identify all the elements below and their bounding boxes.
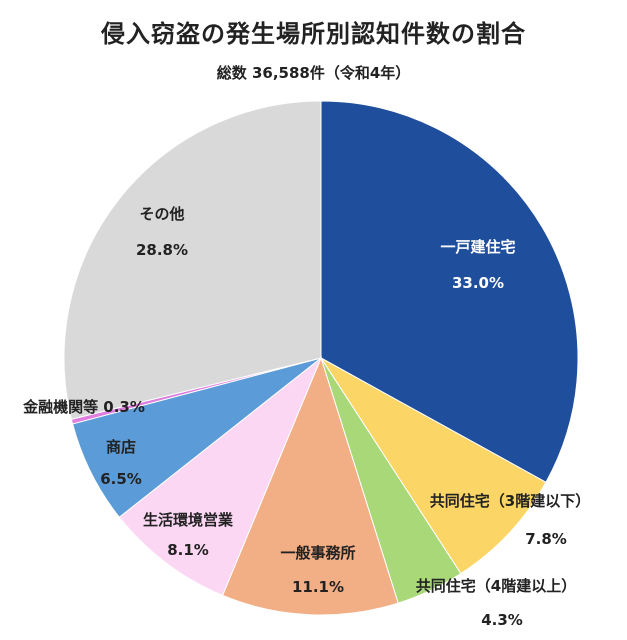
- pie-slice: [118, 356, 323, 597]
- slice-percent-label: 6.5%: [100, 470, 142, 488]
- slice-label: 商店: [106, 438, 136, 456]
- slice-label: 金融機関等 0.3%: [22, 398, 145, 416]
- slice-label: 一般事務所: [280, 544, 355, 562]
- slice-percent-label: 11.1%: [292, 578, 344, 596]
- slice-label: 共同住宅（3階建以下）: [430, 492, 590, 510]
- slice-label: 生活環境営業: [143, 511, 234, 529]
- pie-slice: [221, 356, 399, 616]
- pie-slice: [320, 100, 579, 483]
- slice-percent-label: 33.0%: [452, 274, 504, 292]
- slice-percent-label: 8.1%: [167, 541, 209, 559]
- slice-percent-label: 4.3%: [481, 611, 523, 629]
- slice-percent-label: 28.8%: [136, 241, 188, 259]
- chart-title: 侵入窃盗の発生場所別認知件数の割合: [101, 20, 526, 48]
- chart-subtitle: 総数 36,588件（令和4年）: [216, 64, 411, 82]
- slice-label: 共同住宅（4階建以上）: [416, 577, 576, 595]
- slice-label: 一戸建住宅: [440, 238, 515, 256]
- pie-slice: [320, 357, 547, 575]
- slice-label: その他: [139, 205, 184, 223]
- slice-percent-label: 7.8%: [525, 530, 567, 548]
- pie-slice: [63, 100, 322, 420]
